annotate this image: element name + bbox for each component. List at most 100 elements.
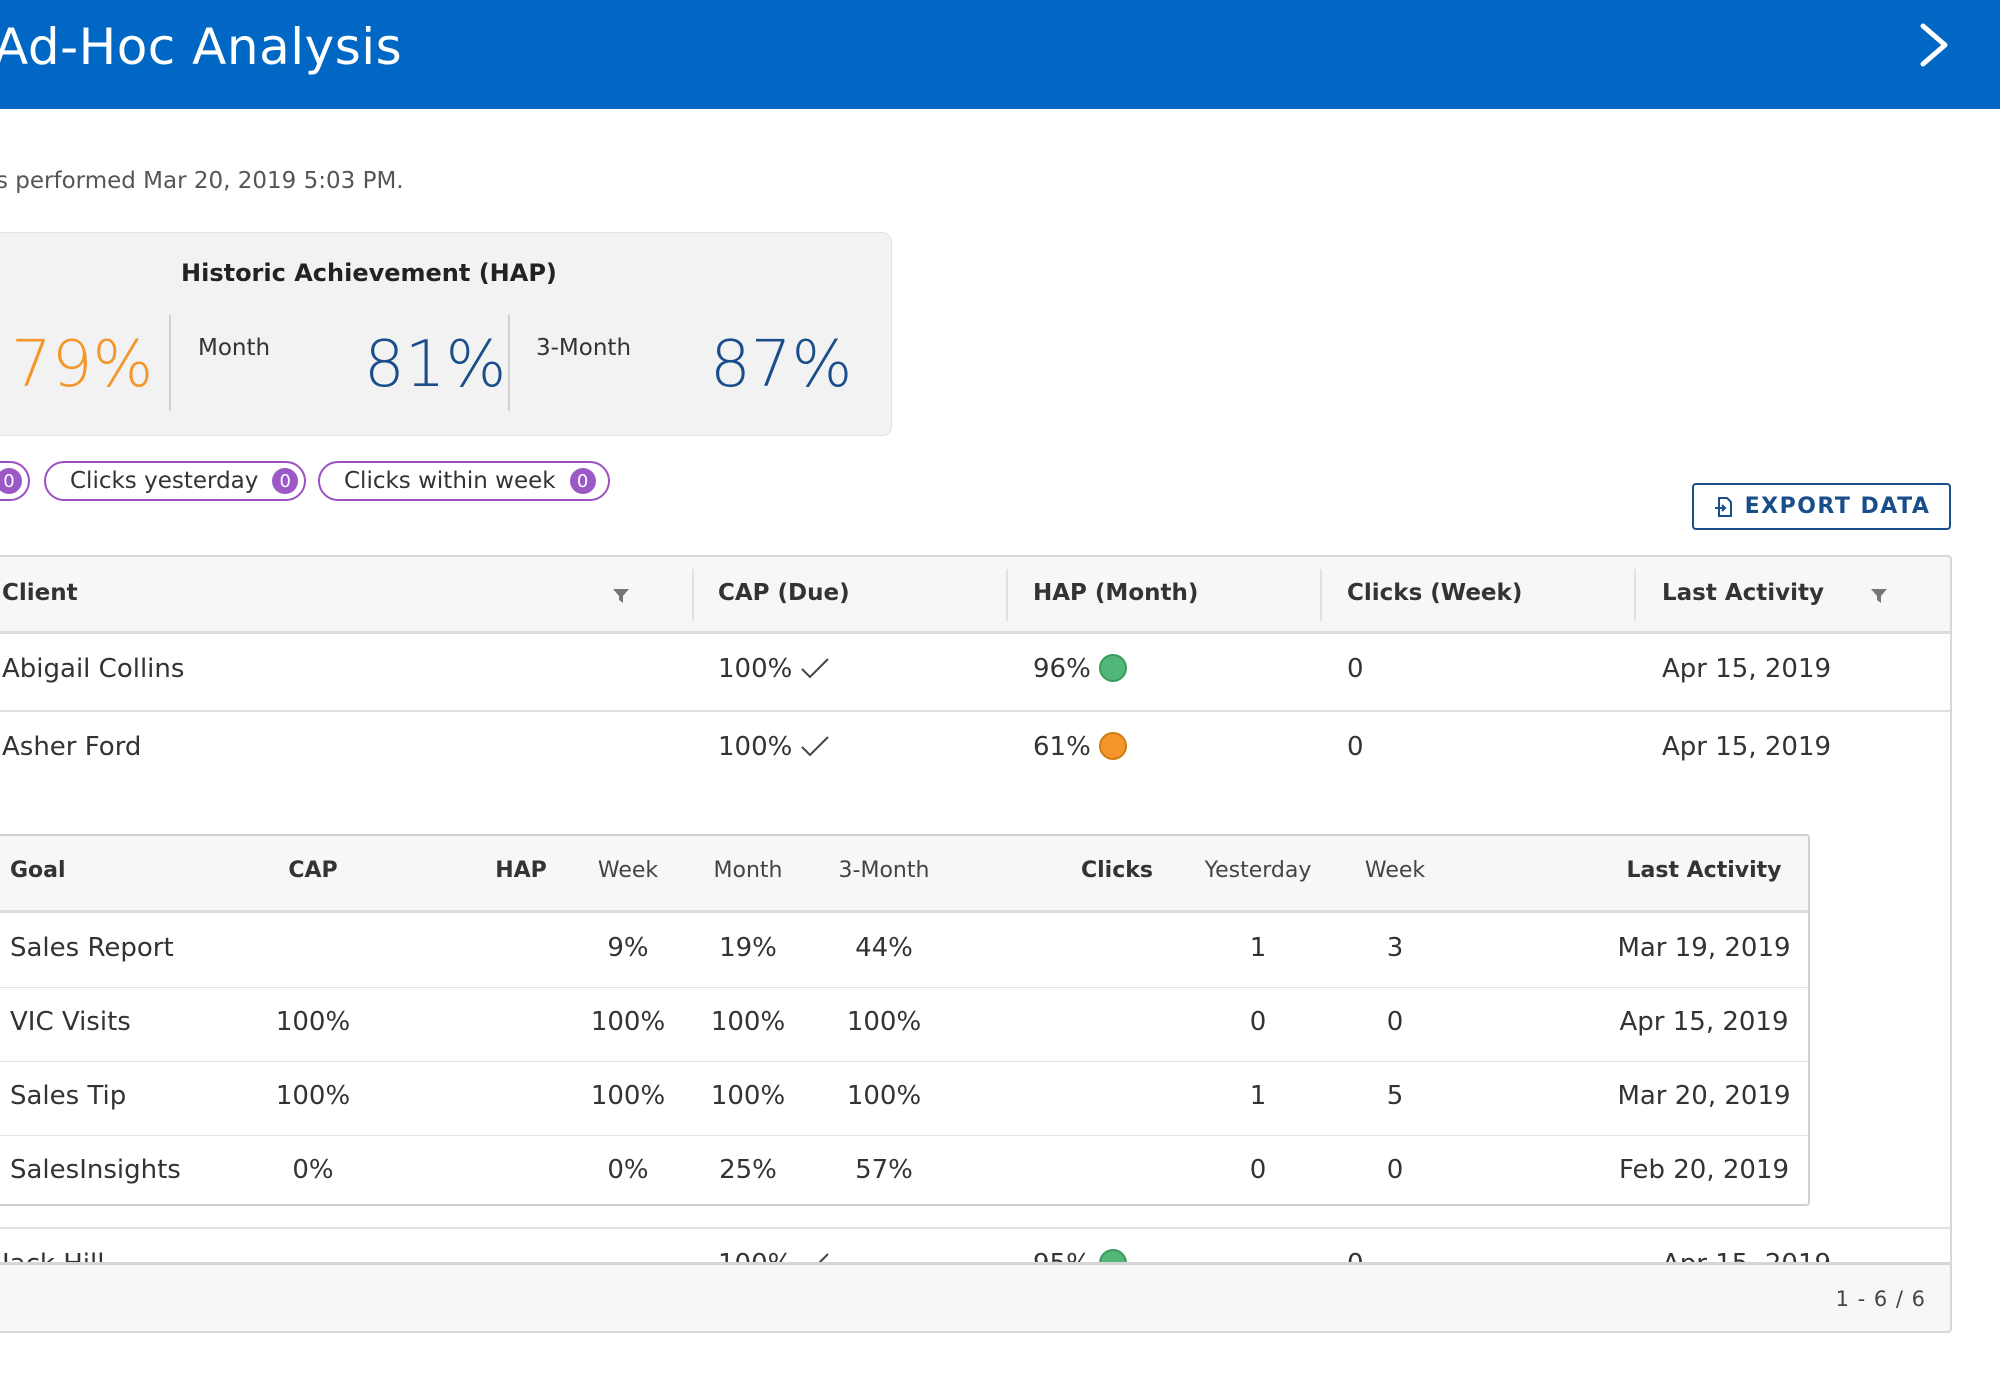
goal-month: 19% — [719, 933, 777, 963]
goal-last-activity: Apr 15, 2019 — [1619, 1007, 1789, 1037]
last-activity-value: Apr 15, 2019 — [1662, 654, 1832, 684]
goal-name: Sales Report — [10, 933, 174, 963]
goal-name: SalesInsights — [10, 1155, 181, 1185]
hap-summary-card: Historic Achievement (HAP) 79% Month 81%… — [0, 232, 892, 436]
client-name: Asher Ford — [2, 732, 142, 762]
count-badge: 0 — [569, 468, 596, 494]
filter-pill-clicks[interactable]: 0 — [0, 461, 30, 501]
clients-table: Client CAP (Due) HAP (Month) Clicks (Wee… — [0, 555, 1952, 1333]
export-icon — [1714, 496, 1732, 517]
hap-month-value: 96% — [1033, 654, 1091, 684]
goals-subtable: Goal CAP HAP Week Month 3-Month Clicks Y… — [0, 834, 1810, 1206]
cap-due-cell: 100% — [718, 732, 830, 762]
page-title: Ad-Hoc Analysis — [0, 18, 403, 76]
subtable-header: Goal CAP HAP Week Month 3-Month Clicks Y… — [0, 836, 1808, 913]
cap-due-value: 100% — [718, 654, 793, 684]
hap-three-month-value: 87% — [710, 328, 853, 402]
subtable-header-clicks: Clicks — [1081, 858, 1153, 883]
subtable-header-goal: Goal — [10, 858, 66, 883]
filter-icon[interactable] — [1870, 587, 1888, 605]
subtable-header-week: Week — [597, 858, 659, 883]
table-header: Client CAP (Due) HAP (Month) Clicks (Wee… — [0, 557, 1950, 634]
export-data-button[interactable]: EXPORT DATA — [1692, 483, 1951, 530]
goal-clicks-yesterday: 1 — [1249, 1081, 1267, 1111]
goal-clicks-week: 5 — [1386, 1081, 1404, 1111]
filter-pill-clicks-within-week[interactable]: Clicks within week 0 — [318, 461, 610, 501]
table-row[interactable]: Abigail Collins 100% 96% 0 Apr 15, 2019 — [0, 634, 1950, 712]
subtable-row: Sales Tip 100% 100% 100% 100% 1 5 Mar 20… — [0, 1061, 1808, 1136]
last-activity-value: Apr 15, 2019 — [1662, 732, 1832, 762]
hap-divider — [169, 315, 171, 411]
filter-icon[interactable] — [612, 587, 630, 605]
hap-month-label: Month — [198, 335, 271, 361]
goal-three-month: 100% — [846, 1007, 922, 1037]
hap-month-value: 81% — [364, 328, 507, 402]
chevron-right-icon[interactable] — [1915, 20, 1955, 70]
subtable-header-cap: CAP — [288, 858, 338, 883]
subtable-header-month: Month — [713, 858, 783, 883]
goal-week: 100% — [590, 1081, 666, 1111]
export-data-label: EXPORT DATA — [1744, 494, 1931, 519]
clicks-week-value: 0 — [1347, 732, 1364, 762]
column-separator — [1006, 569, 1008, 621]
goal-name: Sales Tip — [10, 1081, 127, 1111]
goal-clicks-yesterday: 0 — [1249, 1007, 1267, 1037]
goal-week: 0% — [607, 1155, 649, 1185]
hap-three-month-label: 3-Month — [536, 335, 632, 361]
subtable-header-last-activity: Last Activity — [1626, 858, 1782, 883]
column-separator — [1320, 569, 1322, 621]
subtable-header-three-month: 3-Month — [838, 858, 930, 883]
hap-month-cell: 96% — [1033, 654, 1127, 684]
goal-month: 100% — [710, 1007, 786, 1037]
check-icon — [801, 736, 830, 757]
goal-three-month: 57% — [855, 1155, 913, 1185]
goal-name: VIC Visits — [10, 1007, 131, 1037]
column-separator — [692, 569, 694, 621]
goal-week: 100% — [590, 1007, 666, 1037]
goal-week: 9% — [607, 933, 649, 963]
subtable-row: SalesInsights 0% 0% 25% 57% 0 0 Feb 20, … — [0, 1135, 1808, 1209]
filter-pill-clicks-yesterday[interactable]: Clicks yesterday 0 — [44, 461, 306, 501]
hap-divider — [508, 315, 510, 411]
goal-last-activity: Mar 20, 2019 — [1617, 1081, 1791, 1111]
column-separator — [1634, 569, 1636, 621]
column-header-last-activity[interactable]: Last Activity — [1662, 580, 1825, 606]
column-header-hap-month[interactable]: HAP (Month) — [1033, 580, 1199, 606]
client-name: Abigail Collins — [2, 654, 185, 684]
column-header-client[interactable]: Client — [2, 580, 78, 606]
status-dot-orange-icon — [1098, 732, 1127, 760]
column-header-cap-due[interactable]: CAP (Due) — [718, 580, 850, 606]
hap-month-value: 61% — [1033, 732, 1091, 762]
goal-month: 100% — [710, 1081, 786, 1111]
pagination-range: 1 - 6 / 6 — [1835, 1287, 1926, 1311]
analysis-performed-text: s performed Mar 20, 2019 5:03 PM. — [0, 168, 404, 194]
goal-clicks-week: 3 — [1386, 933, 1404, 963]
table-footer: 1 - 6 / 6 — [0, 1262, 1950, 1331]
hap-month-cell: 61% — [1033, 732, 1127, 762]
app-header: Ad-Hoc Analysis — [0, 0, 2000, 109]
goal-cap: 100% — [275, 1081, 351, 1111]
goal-three-month: 44% — [855, 933, 913, 963]
status-dot-green-icon — [1098, 654, 1127, 682]
subtable-header-yesterday: Yesterday — [1204, 858, 1312, 883]
subtable-row: VIC Visits 100% 100% 100% 100% 0 0 Apr 1… — [0, 987, 1808, 1062]
count-badge: 0 — [272, 468, 298, 494]
column-header-clicks-week[interactable]: Clicks (Week) — [1347, 580, 1523, 606]
goal-cap: 0% — [292, 1155, 334, 1185]
goal-cap: 100% — [275, 1007, 351, 1037]
subtable-row: Sales Report 9% 19% 44% 1 3 Mar 19, 2019 — [0, 913, 1808, 988]
cap-due-cell: 100% — [718, 654, 830, 684]
hap-title: Historic Achievement (HAP) — [181, 259, 557, 287]
count-badge: 0 — [0, 468, 22, 494]
table-row-expanded[interactable]: Asher Ford 100% 61% 0 Apr 15, 2019 Goal … — [0, 712, 1950, 1331]
clicks-week-value: 0 — [1347, 654, 1364, 684]
goal-last-activity: Mar 19, 2019 — [1617, 933, 1791, 963]
goal-three-month: 100% — [846, 1081, 922, 1111]
goal-clicks-week: 0 — [1386, 1007, 1404, 1037]
check-icon — [801, 658, 830, 679]
hap-week-value: 79% — [11, 328, 154, 402]
goal-last-activity: Feb 20, 2019 — [1618, 1155, 1790, 1185]
goal-month: 25% — [719, 1155, 777, 1185]
goal-clicks-yesterday: 0 — [1249, 1155, 1267, 1185]
cap-due-value: 100% — [718, 732, 793, 762]
